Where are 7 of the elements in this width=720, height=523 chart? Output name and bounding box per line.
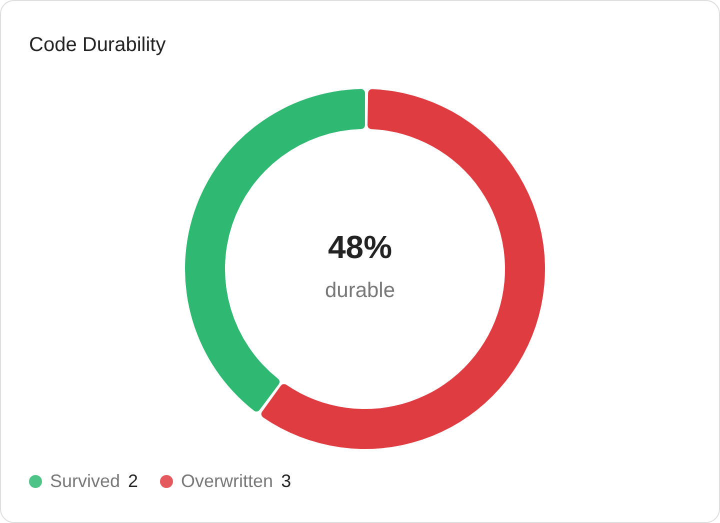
legend-label: Survived [50, 471, 120, 492]
chart-title: Code Durability [29, 34, 166, 57]
text: durable [324, 279, 396, 303]
data-label: 2 [128, 471, 138, 492]
legend-label: Overwritten [181, 471, 274, 492]
data-label: 3 [281, 471, 292, 492]
text: 48% [326, 229, 394, 266]
